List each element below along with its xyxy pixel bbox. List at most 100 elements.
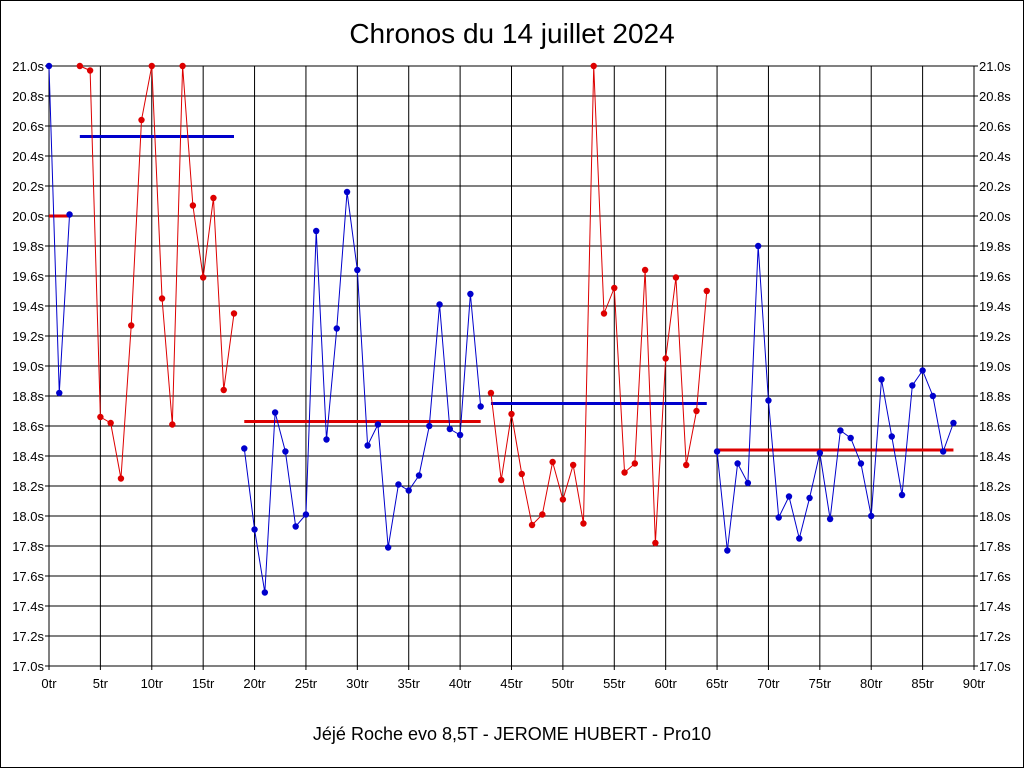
y-tick-label-left: 18.0s bbox=[12, 509, 44, 524]
data-point bbox=[591, 63, 597, 69]
data-point bbox=[714, 448, 720, 454]
y-tick-label-left: 20.6s bbox=[12, 119, 44, 134]
y-tick-label-right: 20.8s bbox=[979, 89, 1011, 104]
y-tick-label-right: 20.2s bbox=[979, 179, 1011, 194]
data-point bbox=[488, 390, 494, 396]
data-point bbox=[436, 301, 442, 307]
x-tick-label: 5tr bbox=[93, 676, 109, 691]
data-point bbox=[241, 445, 247, 451]
data-point bbox=[601, 310, 607, 316]
data-point bbox=[498, 477, 504, 483]
data-point bbox=[930, 393, 936, 399]
x-tick-label: 70tr bbox=[757, 676, 780, 691]
data-point bbox=[796, 535, 802, 541]
data-point bbox=[190, 202, 196, 208]
x-tick-label: 30tr bbox=[346, 676, 369, 691]
y-tick-label-right: 18.0s bbox=[979, 509, 1011, 524]
data-point bbox=[899, 492, 905, 498]
data-point bbox=[179, 63, 185, 69]
data-point bbox=[344, 189, 350, 195]
data-point bbox=[46, 63, 52, 69]
y-tick-label-right: 19.0s bbox=[979, 359, 1011, 374]
y-tick-label-right: 17.6s bbox=[979, 569, 1011, 584]
data-point bbox=[107, 420, 113, 426]
data-point bbox=[889, 433, 895, 439]
data-point bbox=[693, 408, 699, 414]
x-tick-label: 35tr bbox=[398, 676, 421, 691]
y-tick-label-left: 20.0s bbox=[12, 209, 44, 224]
data-point bbox=[282, 448, 288, 454]
data-point bbox=[724, 547, 730, 553]
data-point bbox=[642, 267, 648, 273]
data-point bbox=[847, 435, 853, 441]
data-point bbox=[56, 390, 62, 396]
y-tick-label-right: 17.2s bbox=[979, 629, 1011, 644]
data-point bbox=[406, 487, 412, 493]
data-point bbox=[97, 414, 103, 420]
y-tick-label-right: 18.8s bbox=[979, 389, 1011, 404]
data-point bbox=[303, 511, 309, 517]
data-point bbox=[200, 274, 206, 280]
x-tick-label: 40tr bbox=[449, 676, 472, 691]
data-point bbox=[457, 432, 463, 438]
data-point bbox=[632, 460, 638, 466]
data-point bbox=[77, 63, 83, 69]
y-tick-label-left: 19.8s bbox=[12, 239, 44, 254]
data-point bbox=[745, 480, 751, 486]
x-tick-label: 20tr bbox=[243, 676, 266, 691]
data-point bbox=[477, 403, 483, 409]
x-tick-label: 90tr bbox=[963, 676, 986, 691]
data-point bbox=[673, 274, 679, 280]
data-point bbox=[909, 382, 915, 388]
data-point bbox=[950, 420, 956, 426]
chart-footer: Jéjé Roche evo 8,5T - JEROME HUBERT - Pr… bbox=[0, 724, 1024, 745]
y-tick-label-left: 19.2s bbox=[12, 329, 44, 344]
y-tick-label-left: 18.6s bbox=[12, 419, 44, 434]
y-tick-label-right: 18.6s bbox=[979, 419, 1011, 434]
data-point bbox=[272, 409, 278, 415]
data-point bbox=[313, 228, 319, 234]
data-point bbox=[560, 496, 566, 502]
x-tick-label: 80tr bbox=[860, 676, 883, 691]
x-tick-label: 75tr bbox=[809, 676, 832, 691]
data-point bbox=[549, 459, 555, 465]
data-point bbox=[364, 442, 370, 448]
data-point bbox=[149, 63, 155, 69]
y-tick-label-left: 17.4s bbox=[12, 599, 44, 614]
y-tick-label-right: 20.4s bbox=[979, 149, 1011, 164]
y-tick-label-left: 17.2s bbox=[12, 629, 44, 644]
data-point bbox=[426, 423, 432, 429]
data-point bbox=[66, 211, 72, 217]
data-point bbox=[940, 448, 946, 454]
y-tick-label-right: 20.6s bbox=[979, 119, 1011, 134]
y-tick-label-left: 17.6s bbox=[12, 569, 44, 584]
y-tick-label-left: 19.6s bbox=[12, 269, 44, 284]
y-tick-label-right: 19.2s bbox=[979, 329, 1011, 344]
y-tick-label-left: 19.0s bbox=[12, 359, 44, 374]
data-point bbox=[878, 376, 884, 382]
y-tick-label-left: 18.2s bbox=[12, 479, 44, 494]
data-point bbox=[806, 495, 812, 501]
data-point bbox=[210, 195, 216, 201]
x-tick-label: 0tr bbox=[41, 676, 57, 691]
data-point bbox=[118, 475, 124, 481]
data-point bbox=[652, 540, 658, 546]
data-point bbox=[621, 469, 627, 475]
y-tick-label-right: 21.0s bbox=[979, 59, 1011, 74]
data-point bbox=[786, 493, 792, 499]
data-point bbox=[375, 421, 381, 427]
x-tick-label: 60tr bbox=[654, 676, 677, 691]
data-point bbox=[519, 471, 525, 477]
data-point bbox=[385, 544, 391, 550]
y-tick-label-left: 17.8s bbox=[12, 539, 44, 554]
data-point bbox=[919, 367, 925, 373]
data-point bbox=[683, 462, 689, 468]
data-point bbox=[447, 426, 453, 432]
x-tick-label: 25tr bbox=[295, 676, 318, 691]
y-tick-label-left: 20.4s bbox=[12, 149, 44, 164]
data-point bbox=[138, 117, 144, 123]
y-tick-label-left: 20.2s bbox=[12, 179, 44, 194]
y-tick-label-right: 17.0s bbox=[979, 659, 1011, 674]
data-point bbox=[827, 516, 833, 522]
